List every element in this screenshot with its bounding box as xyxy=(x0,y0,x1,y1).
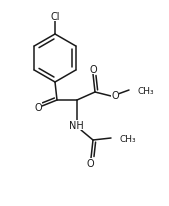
Text: O: O xyxy=(86,158,94,168)
Text: Cl: Cl xyxy=(50,12,60,22)
Text: NH: NH xyxy=(69,121,83,130)
Text: O: O xyxy=(89,65,97,75)
Text: CH₃: CH₃ xyxy=(120,134,137,143)
Text: O: O xyxy=(34,103,42,112)
Text: O: O xyxy=(111,91,119,101)
Text: CH₃: CH₃ xyxy=(138,86,155,95)
